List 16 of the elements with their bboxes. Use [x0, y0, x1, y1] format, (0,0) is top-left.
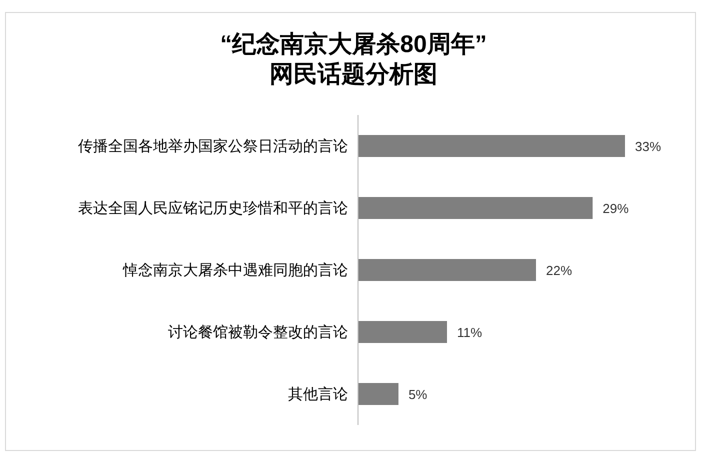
bar [358, 135, 625, 157]
data-label: 29% [602, 201, 630, 216]
data-label: 11% [457, 325, 482, 340]
y-tick-label: 表达全国人民应铭记历史珍惜和平的言论 [78, 200, 348, 217]
bar [358, 383, 398, 405]
bar [358, 197, 593, 219]
bar [358, 259, 536, 281]
y-tick-label: 讨论餐馆被勒令整改的言论 [168, 324, 348, 341]
data-label: 33% [635, 139, 662, 154]
data-label: 22% [546, 263, 572, 278]
y-tick-label: 其他言论 [288, 386, 348, 403]
data-label: 5% [408, 387, 428, 402]
y-tick-label: 悼念南京大屠杀中遇难同胞的言论 [122, 262, 348, 279]
bar [358, 321, 447, 343]
chart-title: “纪念南京大屠杀80周年” 网民话题分析图 [220, 31, 487, 88]
y-tick-label: 传播全国各地举办国家公祭日活动的言论 [78, 138, 348, 155]
